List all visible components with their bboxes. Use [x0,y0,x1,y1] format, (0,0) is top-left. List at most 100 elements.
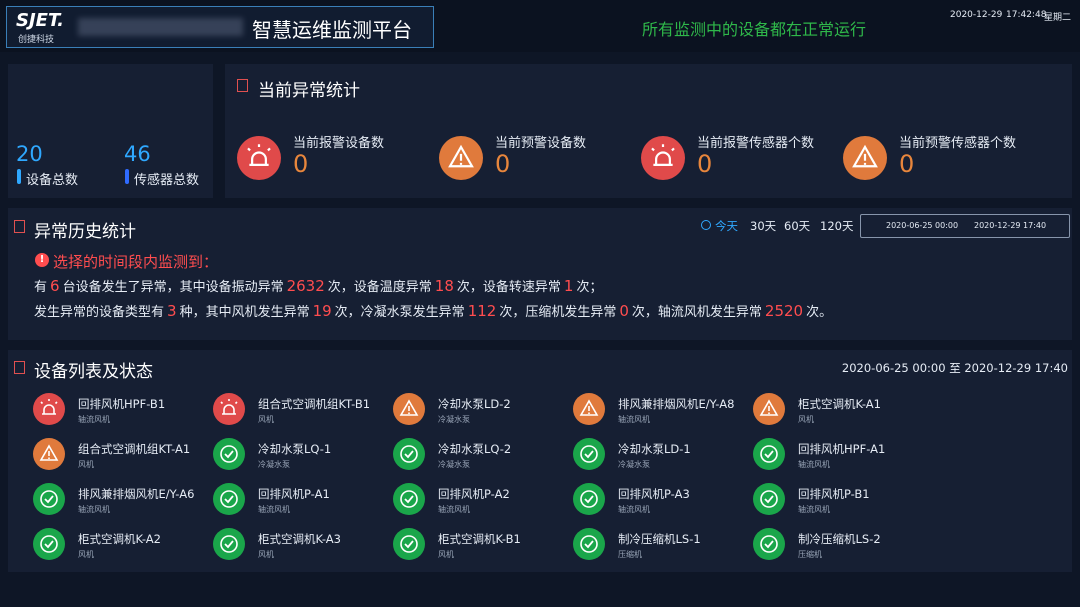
date: 2020-12-29 [950,10,1003,20]
device-name: 柜式空调机K-B1 [438,532,521,546]
status-icon [33,393,65,425]
device-type: 冷凝水泵 [618,460,650,469]
sensor-count-label: 传感器总数 [134,173,200,188]
device-name: 柜式空调机K-A1 [798,397,881,411]
icon-svg [393,438,425,470]
device-name: 冷却水泵LQ-1 [258,442,332,456]
device-item: 排风兼排烟风机E/Y-A6 轴流风机 [33,482,203,522]
device-type: 轴流风机 [798,460,830,469]
device-item: 柜式空调机K-B1 风机 [393,527,563,567]
logo: SJET. [16,10,65,31]
current-title: 当前异常统计 [258,81,360,101]
device-name: 排风兼排烟风机E/Y-A6 [78,487,195,501]
status-icon [237,136,281,180]
icon-svg [573,483,605,515]
device-name: 组合式空调机组KT-B1 [258,397,371,411]
icon-svg [573,528,605,560]
card-label: 当前报警传感器个数 [697,136,815,151]
icon-svg [753,438,785,470]
range-button[interactable]: 今天 [715,219,738,233]
range-button[interactable]: 120天 [820,219,854,233]
status-icon [641,136,685,180]
icon-svg [439,136,483,180]
blurred-name [78,18,243,36]
text: 次，压缩机发生异常 [499,305,617,320]
platform-title: 智慧运维监测平台 [252,18,412,42]
doc-icon [14,361,25,374]
status-icon [393,483,425,515]
device-name: 制冷压缩机LS-1 [618,532,701,546]
summary-panel: 20 设备总数 46 传感器总数 [8,64,213,198]
anomaly-card: 当前报警传感器个数 0 [641,132,841,192]
device-type: 轴流风机 [78,415,110,424]
count: 3 [167,302,177,320]
count: 2520 [764,302,804,320]
icon-svg [213,528,245,560]
status-text: 所有监测中的设备都在正常运行 [642,20,867,39]
header: SJET. 创捷科技 智慧运维监测平台 所有监测中的设备都在正常运行 2020-… [0,0,1080,52]
device-name: 冷却水泵LQ-2 [438,442,512,456]
status-icon [393,438,425,470]
icon-svg [641,136,685,180]
status-icon [213,438,245,470]
range-button[interactable]: 60天 [784,219,811,233]
icon-svg [393,393,425,425]
device-type: 风机 [798,415,814,424]
device-type: 轴流风机 [258,505,290,514]
device-name: 组合式空调机组KT-A1 [78,442,191,456]
device-type: 轴流风机 [618,505,650,514]
device-item: 回排风机HPF-B1 轴流风机 [33,392,203,432]
device-type: 风机 [78,550,94,559]
status-icon [33,483,65,515]
range-to: 2020-12-29 17:40 [964,361,1068,375]
status-icon [753,528,785,560]
device-name: 柜式空调机K-A2 [78,532,161,546]
device-item: 制冷压缩机LS-2 压缩机 [753,527,923,567]
card-label: 当前预警传感器个数 [899,136,1017,151]
device-type: 压缩机 [798,550,822,559]
icon-svg [753,393,785,425]
device-type: 压缩机 [618,550,642,559]
device-item: 冷却水泵LD-1 冷凝水泵 [573,437,743,477]
card-value: 0 [697,150,713,178]
status-icon [393,528,425,560]
device-item: 冷却水泵LQ-1 冷凝水泵 [213,437,383,477]
range-from: 2020-06-25 00:00 [841,361,946,375]
status-icon [213,483,245,515]
anomaly-card: 当前预警设备数 0 [439,132,639,192]
range-text: 2020-06-25 00:00 至 2020-12-29 17:40 [842,360,1068,376]
card-label: 当前报警设备数 [293,136,385,151]
device-type: 风机 [438,550,454,559]
history-panel: 异常历史统计 2020-06-25 00:00 2020-12-29 17:40… [8,208,1072,340]
icon-svg [213,483,245,515]
text: 次，轴流风机发生异常 [631,305,762,320]
range-button[interactable]: 30天 [750,219,777,233]
device-item: 柜式空调机K-A1 风机 [753,392,923,432]
bar [17,169,21,184]
card-value: 0 [293,150,309,178]
device-name: 回排风机P-A1 [258,487,330,501]
devices-title: 设备列表及状态 [34,362,153,382]
device-item: 组合式空调机组KT-A1 风机 [33,437,203,477]
date-range-input[interactable] [860,214,1070,238]
date-to: 2020-12-29 17:40 [974,221,1047,230]
device-name: 柜式空调机K-A3 [258,532,341,546]
status-icon [573,483,605,515]
card-label: 当前预警设备数 [495,136,587,151]
devices-panel: 设备列表及状态 2020-06-25 00:00 至 2020-12-29 17… [8,350,1072,572]
time: 17:42:48 [1006,10,1047,20]
bar [125,169,129,184]
status-icon [393,393,425,425]
count: 0 [619,302,629,320]
status-icon [753,393,785,425]
icon-svg [393,528,425,560]
icon-svg [33,393,65,425]
anomaly-card: 当前预警传感器个数 0 [843,132,1043,192]
device-type: 冷凝水泵 [438,460,470,469]
status-icon [33,528,65,560]
device-item: 回排风机P-B1 轴流风机 [753,482,923,522]
device-item: 回排风机HPF-A1 轴流风机 [753,437,923,477]
icon-svg [843,136,887,180]
device-item: 回排风机P-A1 轴流风机 [213,482,383,522]
